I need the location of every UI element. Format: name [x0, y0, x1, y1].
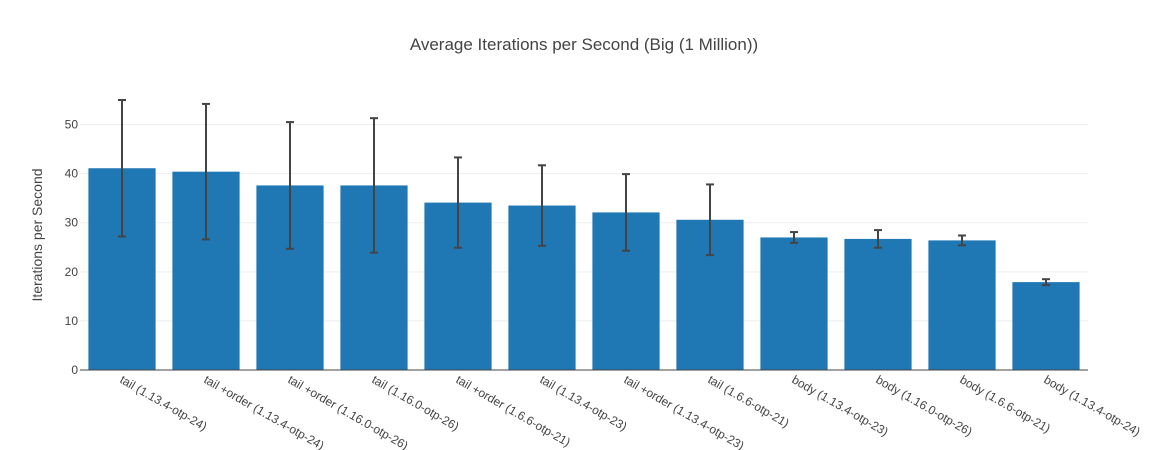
error-bar: [286, 121, 294, 250]
y-tick-label: 0: [71, 363, 78, 377]
error-bar: [790, 231, 798, 244]
error-bar: [370, 117, 378, 254]
bar: [760, 237, 828, 370]
error-bar: [202, 102, 210, 241]
gridlines: [80, 124, 1088, 322]
x-tick-label: tail (1.13.4-otp-24): [118, 372, 210, 433]
x-tick-labels: tail (1.13.4-otp-24)tail +order (1.13.4-…: [118, 372, 1143, 450]
y-axis-label: Iterations per Second: [29, 168, 45, 301]
error-bar: [958, 234, 966, 247]
x-tick-label: body (1.13.4-otp-24): [1042, 372, 1143, 438]
y-tick-label: 20: [65, 265, 79, 279]
bar: [844, 238, 912, 370]
chart-title: Average Iterations per Second (Big (1 Mi…: [410, 35, 758, 54]
x-tick-label: tail (1.6.6-otp-21): [706, 372, 792, 430]
bar: [1012, 282, 1080, 370]
bars: [88, 168, 1080, 370]
y-tick-labels: 0 10 20 30 40 50: [65, 118, 79, 377]
error-bar: [118, 99, 126, 238]
y-tick-label: 50: [65, 118, 79, 132]
y-tick-label: 10: [65, 314, 79, 328]
error-bar: [874, 229, 882, 249]
y-tick-label: 30: [65, 216, 79, 230]
bar: [928, 240, 996, 370]
error-bar: [622, 173, 630, 252]
error-bar: [706, 183, 714, 257]
error-bar: [538, 164, 546, 247]
y-tick-label: 40: [65, 167, 79, 181]
error-bars: [118, 99, 1050, 287]
error-bar: [454, 156, 462, 249]
error-bar: [1042, 278, 1050, 287]
